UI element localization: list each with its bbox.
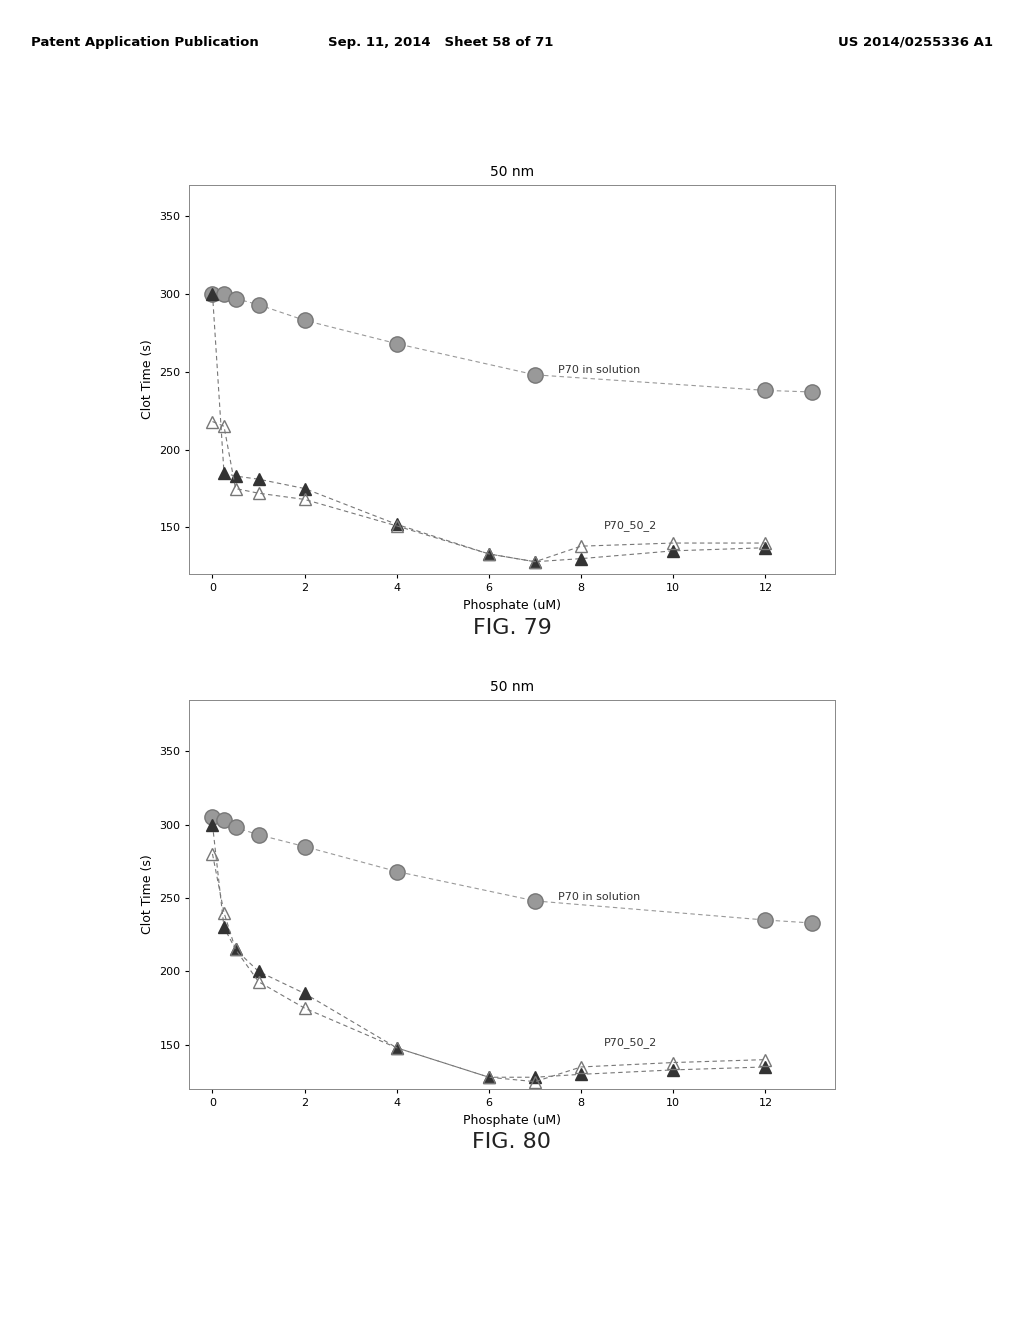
Text: P70_50_2: P70_50_2 [604, 1038, 657, 1048]
Text: Sep. 11, 2014   Sheet 58 of 71: Sep. 11, 2014 Sheet 58 of 71 [328, 36, 553, 49]
X-axis label: Phosphate (uM): Phosphate (uM) [463, 599, 561, 611]
Y-axis label: Clot Time (s): Clot Time (s) [140, 339, 154, 420]
X-axis label: Phosphate (uM): Phosphate (uM) [463, 1114, 561, 1126]
Title: 50 nm: 50 nm [489, 680, 535, 694]
Y-axis label: Clot Time (s): Clot Time (s) [140, 854, 154, 935]
Text: US 2014/0255336 A1: US 2014/0255336 A1 [839, 36, 993, 49]
Text: P70_50_2: P70_50_2 [604, 520, 657, 531]
Text: FIG. 79: FIG. 79 [472, 618, 552, 638]
Text: FIG. 80: FIG. 80 [472, 1133, 552, 1152]
Text: Patent Application Publication: Patent Application Publication [31, 36, 258, 49]
Title: 50 nm: 50 nm [489, 165, 535, 180]
Text: P70 in solution: P70 in solution [558, 891, 640, 902]
Text: P70 in solution: P70 in solution [558, 366, 640, 375]
